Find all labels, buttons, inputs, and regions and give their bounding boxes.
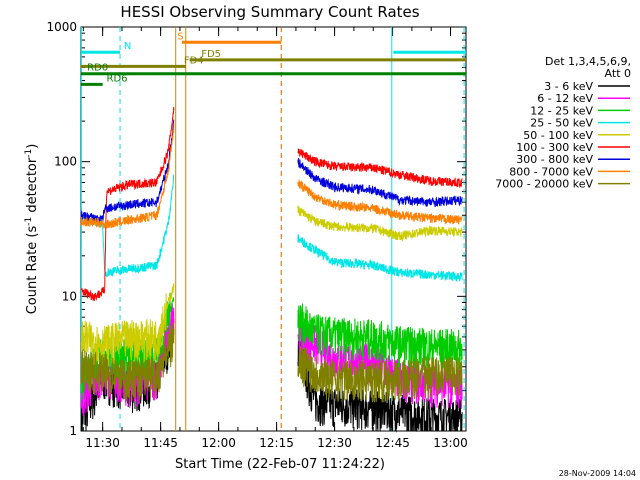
x-tick-label: 12:15 xyxy=(259,436,294,450)
legend-header-line1: Det 1,3,4,5,6,9, xyxy=(545,55,631,68)
series-3 xyxy=(80,174,463,283)
x-tick-label: 11:30 xyxy=(85,436,120,450)
y-tick-label: 1 xyxy=(69,424,77,438)
y-axis-label-end: ) xyxy=(25,144,40,149)
series-4 xyxy=(80,205,463,368)
legend-label: 800 - 7000 keV xyxy=(509,165,593,178)
flag-label: RD0 xyxy=(87,63,108,74)
x-tick-label: 11:45 xyxy=(143,436,178,450)
flag-label: RD6 xyxy=(107,73,128,84)
x-tick-label: 12:00 xyxy=(201,436,236,450)
series-trace xyxy=(297,148,463,189)
legend-label: 50 - 100 keV xyxy=(523,129,593,142)
legend-label: 6 - 12 keV xyxy=(537,92,593,105)
series-5 xyxy=(80,106,463,302)
legend-label: 300 - 800 keV xyxy=(516,153,593,166)
series-trace xyxy=(297,303,463,371)
series-6 xyxy=(80,119,463,225)
series-trace xyxy=(297,345,463,403)
series-trace xyxy=(80,119,175,225)
legend-header-line2: Att 0 xyxy=(605,67,631,80)
legend-label: 12 - 25 keV xyxy=(530,104,593,117)
series-trace xyxy=(80,106,175,302)
x-tick-label: 13:00 xyxy=(433,436,468,450)
x-tick-label: 12:45 xyxy=(375,436,410,450)
y-axis-label: Count Rate (s-1 detector-1) xyxy=(24,144,40,315)
series-trace xyxy=(297,179,463,225)
plot-area: 1 10 100 1000 11:30 11:45 12:00 12:15 12:30 12:45… xyxy=(46,20,467,450)
chart-title: HESSI Observing Summary Count Rates xyxy=(120,3,419,21)
y-axis-label-sup1: -1 xyxy=(24,217,34,226)
flag-label: S xyxy=(177,31,183,42)
flag-label: FD5 xyxy=(201,49,221,60)
legend-label: 25 - 50 keV xyxy=(530,117,593,130)
series-trace xyxy=(80,123,175,229)
series-trace xyxy=(297,157,463,207)
legend-label: 100 - 300 keV xyxy=(516,141,593,154)
legend-label: 3 - 6 keV xyxy=(544,80,593,93)
series-8 xyxy=(80,322,463,403)
series-trace xyxy=(297,234,463,283)
series-7 xyxy=(80,123,463,229)
y-tick-label: 1000 xyxy=(46,20,77,34)
flag-label: N xyxy=(124,41,131,52)
series-trace xyxy=(297,340,463,433)
series-trace xyxy=(80,322,175,402)
legend-label: 7000 - 20000 keV xyxy=(495,178,593,191)
timestamp: 28-Nov-2009 14:04 xyxy=(559,469,636,478)
series-trace xyxy=(80,283,175,368)
x-axis-label: Start Time (22-Feb-07 11:24:22) xyxy=(175,457,385,472)
y-axis-label-mid: detector xyxy=(25,157,40,217)
y-axis-label-main: Count Rate (s xyxy=(25,226,40,315)
x-tick-label: 12:30 xyxy=(317,436,352,450)
series-trace xyxy=(297,205,463,242)
y-tick-label: 100 xyxy=(54,155,77,169)
y-axis-label-sup2: -1 xyxy=(24,149,34,158)
y-tick-label: 10 xyxy=(62,289,77,303)
